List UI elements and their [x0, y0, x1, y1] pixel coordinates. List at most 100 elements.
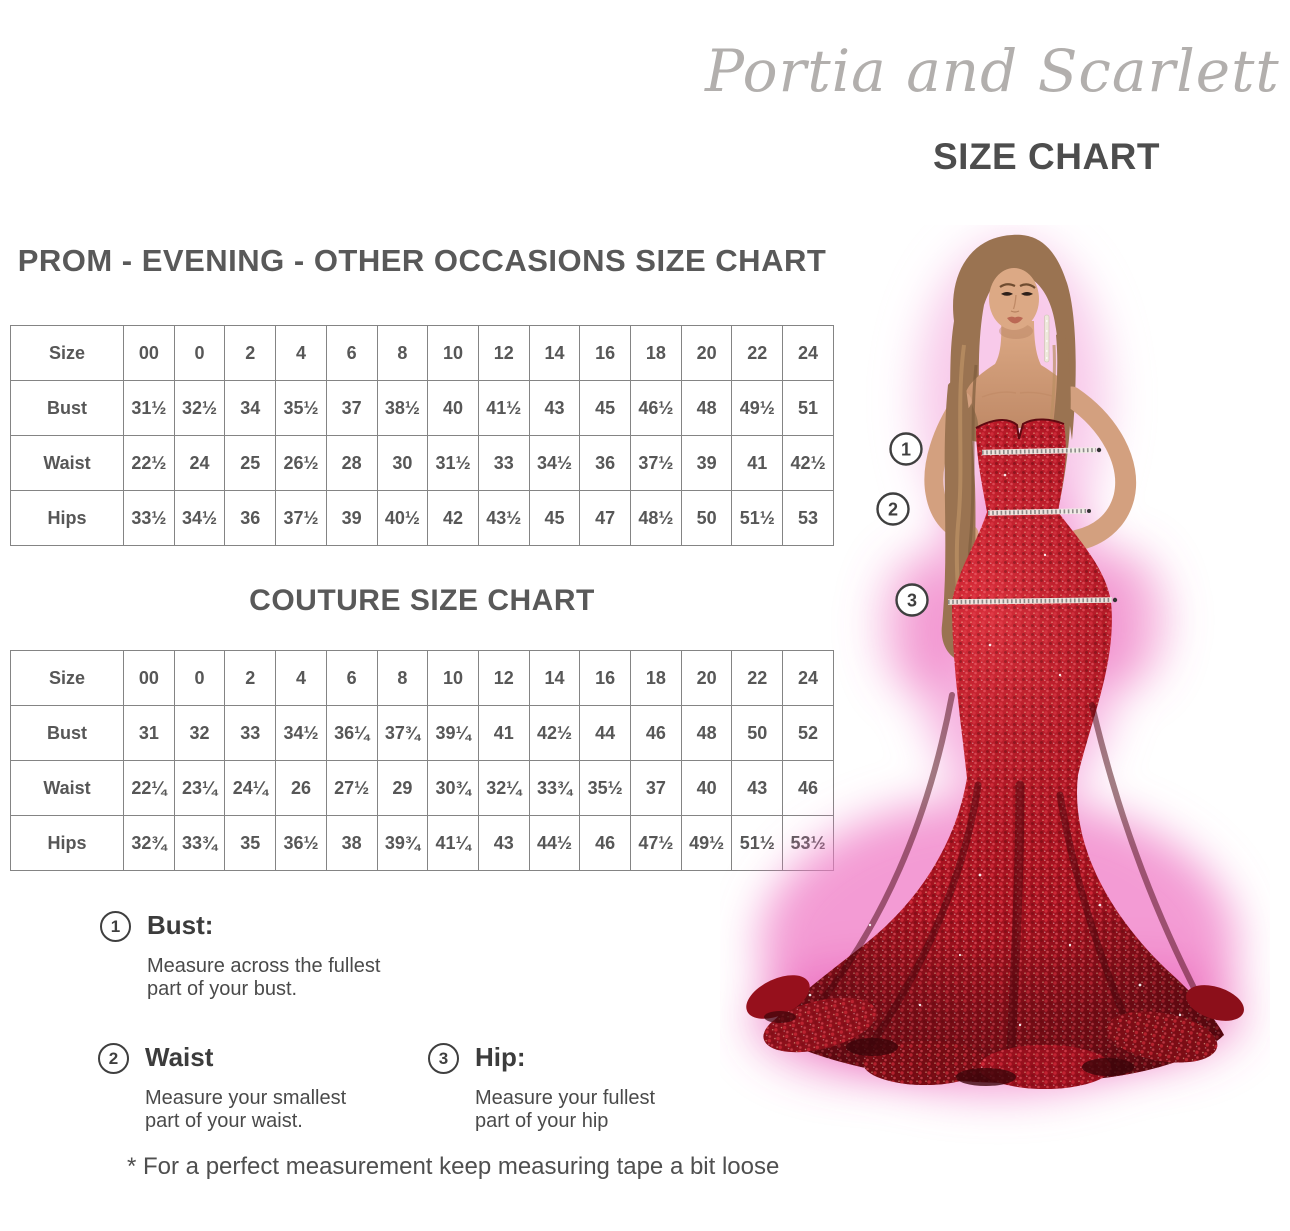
measuring-tape-bust: [981, 447, 1102, 456]
measuring-tape-waist: [987, 508, 1091, 516]
measurement-cell: 31½: [427, 435, 479, 491]
model-earring: [1044, 314, 1050, 363]
measurement-cell: 30: [376, 435, 429, 491]
measurement-cell: 33: [224, 705, 277, 761]
measurement-cell: 41½: [477, 380, 530, 436]
measurement-cell: 39: [325, 490, 378, 546]
train-ruffles: [746, 975, 1244, 1089]
measurement-cell: 32¾: [123, 815, 175, 871]
table-row: Waist 22½ 24 25 26½ 28 30 31½ 33 34½ 36 37½ 39 41 42½: [10, 435, 834, 491]
size-column-header: 24: [782, 650, 834, 706]
measurement-cell: 33¾: [528, 760, 581, 816]
couture-section-heading: COUTURE SIZE CHART: [249, 584, 595, 617]
measurement-cell: 43: [528, 380, 581, 436]
measurement-cell: 50: [731, 705, 784, 761]
size-column-header: 6: [325, 325, 378, 381]
measurement-cell: 40½: [376, 490, 429, 546]
size-column-header: 22: [731, 325, 784, 381]
measurement-cell: 26: [275, 760, 327, 816]
table-row: Bust 31½ 32½ 34 35½ 37 38½ 40 41½ 43 45 46½ 48 49½ 51: [10, 380, 834, 436]
size-column-header: 20: [680, 325, 733, 381]
annotation-number-badge: 2: [98, 1043, 129, 1074]
measurement-cell: 36½: [275, 815, 327, 871]
measurement-cell: 44½: [528, 815, 581, 871]
annotation-description: Measure your fullest part of your hip: [475, 1087, 656, 1132]
measurement-cell: 38½: [376, 380, 429, 436]
annotation-title: Bust:: [147, 910, 214, 940]
measurement-cell: 48: [680, 380, 733, 436]
measurement-row-label: Waist: [10, 760, 124, 816]
measurement-cell: 31: [123, 705, 175, 761]
annotation-description: Measure your smallest part of your waist…: [145, 1087, 347, 1132]
measurement-cell: 29: [376, 760, 429, 816]
measurement-cell: 39¾: [376, 815, 429, 871]
model-photo: 1 2 3: [746, 234, 1246, 1093]
measurement-cell: 24¼: [224, 760, 277, 816]
measurement-cell: 36: [224, 490, 277, 546]
size-column-header: 00: [123, 650, 175, 706]
measurement-cell: 43½: [477, 490, 530, 546]
measurement-cell: 39¼: [427, 705, 479, 761]
measurement-cell: 42½: [528, 705, 581, 761]
measurement-cell: 36: [579, 435, 632, 491]
measurement-cell: 41: [477, 705, 530, 761]
measurement-cell: 35½: [275, 380, 327, 436]
annotation-title: Waist: [145, 1042, 214, 1072]
figure-measure-markers: 1 2 3: [876, 432, 929, 617]
measurement-cell: 32¼: [477, 760, 530, 816]
annotation-bust: 1 Bust: Measure across the fullest part …: [100, 908, 380, 1001]
measurement-cell: 48½: [630, 490, 682, 546]
measurement-cell: 34½: [528, 435, 581, 491]
size-column-header: 2: [224, 650, 277, 706]
measurement-cell: 36¼: [325, 705, 378, 761]
size-column-header: 0: [173, 650, 226, 706]
measurement-cell: 24: [173, 435, 226, 491]
measurement-cell: 43: [477, 815, 530, 871]
size-column-header: 14: [528, 650, 581, 706]
figure-marker-hip-label: 3: [907, 591, 917, 611]
measurement-cell: 47: [579, 490, 632, 546]
size-column-header: 12: [477, 650, 530, 706]
size-column-header: 0: [173, 325, 226, 381]
measurement-cell: 37: [630, 760, 682, 816]
measurement-cell: 32: [173, 705, 226, 761]
measurement-row-label: Bust: [10, 705, 124, 761]
size-column-header: 6: [325, 650, 378, 706]
measurement-cell: 43: [731, 760, 784, 816]
measurement-cell: 22¼: [123, 760, 175, 816]
measurement-cell: 49½: [680, 815, 733, 871]
measurement-cell: 45: [579, 380, 632, 436]
size-column-header: 10: [427, 650, 479, 706]
prom-size-table: Size 00 0 2 4 6 8 10 12 14 16 18 20 22 24 Bust 31½ 32½ 34 3…: [10, 325, 834, 546]
table-row: Bust 31 32 33 34½ 36¼ 37¾ 39¼ 41 42½ 44 46 48 50 52: [10, 705, 834, 761]
figure-marker-hip: [895, 583, 929, 617]
size-column-header: 22: [731, 650, 784, 706]
measurement-cell: 37¾: [376, 705, 429, 761]
size-column-header: 16: [579, 325, 632, 381]
measurement-cell: 44: [579, 705, 632, 761]
measurement-cell: 30¾: [427, 760, 479, 816]
annotation-number-badge: 3: [428, 1043, 459, 1074]
annotation-waist: 2 Waist Measure your smallest part of yo…: [98, 1040, 346, 1133]
table-row: Waist 22¼ 23¼ 24¼ 26 27½ 29 30¾ 32¼ 33¾ 35½ 37 40 43 4…: [10, 760, 834, 816]
measurement-cell: 41: [731, 435, 784, 491]
measurement-row-label: Waist: [10, 435, 124, 491]
annotation-number-badge: 1: [100, 911, 131, 942]
size-column-header: 00: [123, 325, 175, 381]
measurement-cell: 34½: [275, 705, 327, 761]
prom-section-heading: PROM - EVENING - OTHER OCCASIONS SIZE CH…: [17, 243, 827, 278]
figure-marker-bust-label: 1: [901, 440, 911, 460]
measurement-cell: 42: [427, 490, 479, 546]
measurement-footnote: * For a perfect measurement keep measuri…: [127, 1153, 780, 1180]
sequin-sparkles: [808, 473, 1182, 1027]
brand-logo: Portia and Scarlett: [705, 37, 1280, 105]
measurement-cell: 34½: [173, 490, 226, 546]
measurement-cell: 33¾: [173, 815, 226, 871]
model-face: [966, 268, 1073, 428]
measurement-cell: 46: [630, 705, 682, 761]
size-column-header: 18: [630, 650, 682, 706]
measurement-cell: 34: [224, 380, 277, 436]
table-header-row: Size 00 0 2 4 6 8 10 12 14 16 18 20 22 24: [10, 325, 834, 381]
measurement-cell: 46: [579, 815, 632, 871]
